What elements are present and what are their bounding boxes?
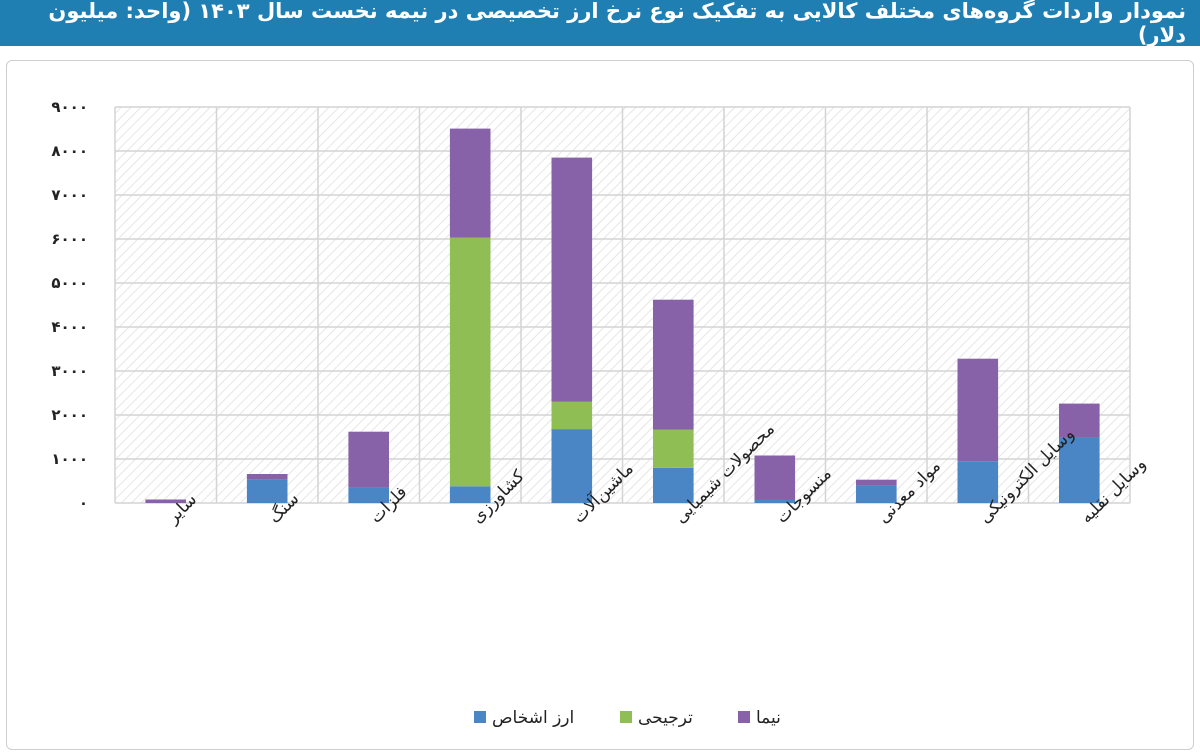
- legend: نیما ترجیحی ارز اشخاص: [474, 708, 781, 728]
- y-tick-label: ۱۰۰۰: [51, 450, 88, 468]
- legend-swatch: [620, 711, 632, 723]
- y-axis-ticks: ۰ ۱۰۰۰ ۲۰۰۰ ۳۰۰۰ ۴۰۰۰ ۵۰۰۰ ۶۰۰۰ ۷۰۰۰ ۸۰۰۰ ۹۰۰۰: [51, 98, 88, 512]
- bar-segment: [246, 479, 288, 503]
- bar-segment: [653, 429, 694, 468]
- bars: [145, 128, 1100, 503]
- bar-segment: [551, 157, 593, 402]
- y-tick-label: ۶۰۰۰: [51, 230, 88, 248]
- legend-swatch: [474, 711, 486, 723]
- bar-segment: [754, 499, 796, 503]
- chart-title: نمودار واردات گروه‌های مختلف کالایی به ت…: [48, 0, 1186, 47]
- bar-segment: [653, 467, 694, 503]
- bar-segment: [348, 431, 389, 488]
- bar-segment: [348, 487, 389, 503]
- y-tick-label: ۲۰۰۰: [51, 406, 88, 424]
- legend-label: ترجیحی: [638, 708, 693, 728]
- legend-label: ارز اشخاص: [492, 708, 574, 728]
- y-tick-label: ۷۰۰۰: [51, 186, 88, 204]
- y-tick-label: ۵۰۰۰: [51, 274, 88, 292]
- legend-swatch: [738, 711, 750, 723]
- bar-segment: [957, 461, 999, 503]
- y-tick-label: ۹۰۰۰: [51, 98, 88, 116]
- bar-segment: [856, 479, 897, 486]
- bar-segment: [957, 358, 999, 462]
- bar-segment: [1059, 437, 1100, 503]
- y-tick-label: ۸۰۰۰: [51, 142, 88, 160]
- bar-segment: [551, 401, 593, 430]
- bar-segment: [145, 499, 186, 503]
- bar-segment: [449, 128, 491, 238]
- bar-segment: [246, 474, 288, 480]
- y-tick-label: ۳۰۰۰: [51, 362, 88, 380]
- bar-segment: [551, 429, 593, 503]
- bar-segment: [449, 237, 491, 487]
- bar-segment: [856, 485, 897, 503]
- bar-segment: [653, 299, 694, 430]
- y-tick-label: ۴۰۰۰: [51, 318, 88, 336]
- bar-segment: [449, 486, 491, 503]
- bar-segment: [1059, 403, 1100, 438]
- y-tick-label: ۰: [79, 494, 88, 512]
- legend-label: نیما: [756, 708, 781, 728]
- bar-segment: [754, 455, 796, 500]
- chart-title-bar: نمودار واردات گروه‌های مختلف کالایی به ت…: [0, 0, 1200, 47]
